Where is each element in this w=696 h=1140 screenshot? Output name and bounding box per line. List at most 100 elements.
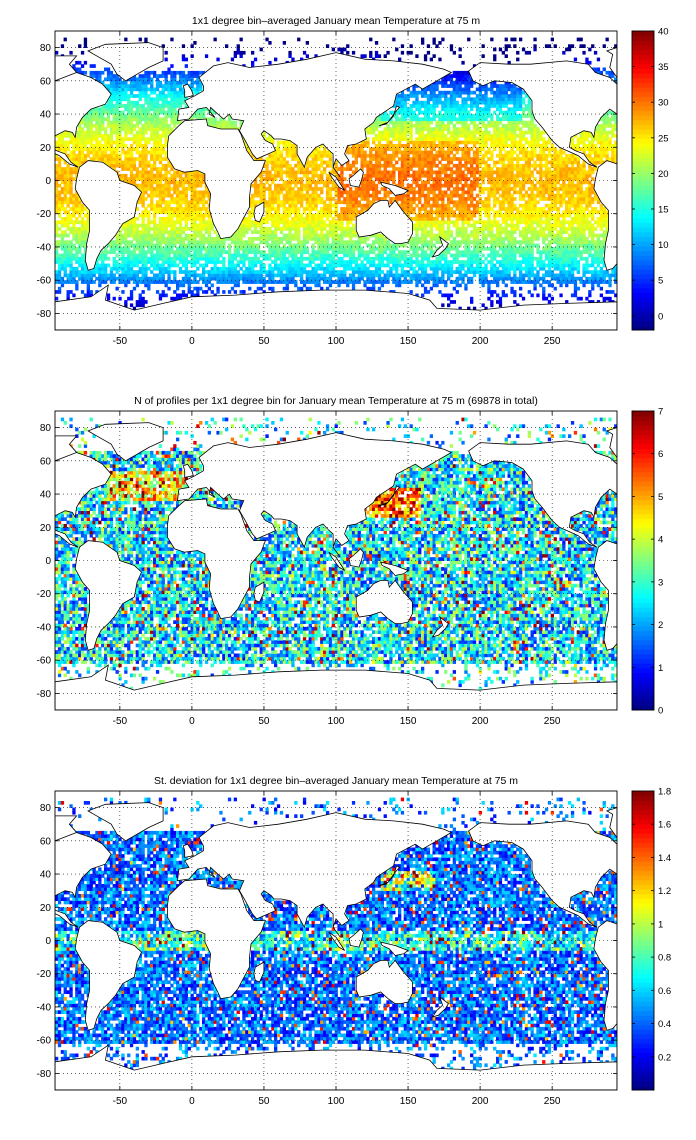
heatmap-cell [547, 210, 552, 215]
heatmap-cell [498, 276, 503, 281]
heatmap-cell [248, 250, 252, 254]
heatmap-cell [562, 253, 566, 258]
heatmap-cell [461, 207, 465, 211]
heatmap-cell [596, 253, 601, 258]
heatmap-cell [187, 180, 191, 185]
heatmap-cell [519, 187, 523, 191]
heatmap-cell [213, 256, 217, 261]
heatmap-cell [400, 266, 405, 271]
heatmap-cell [501, 290, 505, 294]
heatmap-cell [181, 250, 186, 254]
heatmap-cell [553, 183, 557, 188]
heatmap-cell [213, 237, 217, 241]
heatmap-cell [291, 210, 295, 215]
heatmap-cell [268, 253, 272, 258]
heatmap-cell [127, 253, 131, 258]
heatmap-cell [562, 187, 566, 191]
heatmap-cell [582, 250, 586, 254]
heatmap-cell [478, 280, 482, 284]
heatmap-cell [138, 183, 142, 188]
heatmap-cell [467, 243, 471, 248]
heatmap-cell [547, 203, 552, 208]
heatmap-cell [276, 207, 281, 211]
heatmap-cell [458, 250, 462, 254]
heatmap-cell [530, 270, 534, 274]
heatmap-cell [461, 233, 465, 238]
heatmap-cell [582, 273, 586, 278]
heatmap-cell [582, 233, 586, 238]
heatmap-cell [121, 237, 125, 241]
heatmap-cell [176, 210, 180, 215]
heatmap-cell [155, 266, 160, 271]
heatmap-cell [285, 283, 289, 288]
heatmap-cell [242, 276, 246, 281]
heatmap-cell [259, 286, 263, 291]
heatmap-cell [484, 270, 488, 274]
heatmap-cell [167, 286, 171, 291]
heatmap-cell [570, 270, 575, 274]
heatmap-cell [484, 200, 488, 205]
heatmap-cell [164, 210, 168, 215]
heatmap-cell [320, 197, 324, 201]
heatmap-cell [196, 170, 200, 175]
heatmap-cell [170, 193, 174, 198]
heatmap-cell [513, 246, 517, 251]
heatmap-cell [374, 240, 379, 244]
heatmap-cell [158, 246, 163, 251]
heatmap-cell [98, 276, 102, 281]
heatmap-cell [588, 240, 592, 244]
heatmap-cell [449, 300, 454, 304]
heatmap-cell [127, 270, 131, 274]
heatmap-cell [536, 276, 540, 281]
heatmap-cell [181, 170, 186, 175]
heatmap-cell [285, 190, 289, 195]
heatmap-cell [380, 283, 384, 288]
heatmap-cell [141, 263, 145, 268]
heatmap-cell [216, 266, 220, 271]
heatmap-cell [496, 183, 500, 188]
heatmap-cell [233, 283, 237, 288]
heatmap-cell [354, 193, 358, 198]
heatmap-cell [63, 190, 67, 195]
heatmap-cell [173, 276, 177, 281]
heatmap-cell [395, 260, 399, 264]
heatmap-cell [372, 246, 376, 251]
heatmap-cell [83, 227, 88, 231]
heatmap-cell [233, 233, 237, 238]
heatmap-cell [127, 263, 131, 268]
heatmap-cell [579, 187, 583, 191]
heatmap-cell [121, 273, 125, 278]
heatmap-cell [544, 203, 549, 208]
heatmap-cell [164, 177, 168, 181]
heatmap-cell [343, 240, 347, 244]
heatmap-cell [132, 253, 137, 258]
heatmap-cell [236, 283, 240, 288]
heatmap-cell [559, 263, 563, 268]
heatmap-cell [452, 177, 456, 181]
heatmap-cell [504, 197, 508, 201]
heatmap-cell [418, 237, 422, 241]
heatmap-cell [262, 276, 266, 281]
heatmap-cell [533, 203, 537, 208]
heatmap-cell [415, 280, 419, 284]
heatmap-cell [533, 243, 537, 248]
heatmap-cell [184, 177, 188, 181]
heatmap-cell [579, 250, 583, 254]
heatmap-cell [101, 273, 105, 278]
heatmap-cell [481, 167, 485, 171]
heatmap-cell [562, 173, 566, 178]
heatmap-cell [452, 210, 456, 215]
heatmap-cell [196, 193, 200, 198]
heatmap-cell [57, 183, 62, 188]
heatmap-cell [150, 237, 154, 241]
heatmap-cell [423, 266, 428, 271]
heatmap-cell [438, 167, 442, 171]
heatmap-cell [507, 230, 511, 234]
heatmap-cell [104, 273, 108, 278]
heatmap-cell [418, 197, 422, 201]
heatmap-cell [135, 270, 139, 274]
heatmap-cell [118, 237, 122, 241]
heatmap-cell [363, 237, 367, 241]
heatmap-cell [400, 253, 405, 258]
heatmap-cell [588, 246, 592, 251]
